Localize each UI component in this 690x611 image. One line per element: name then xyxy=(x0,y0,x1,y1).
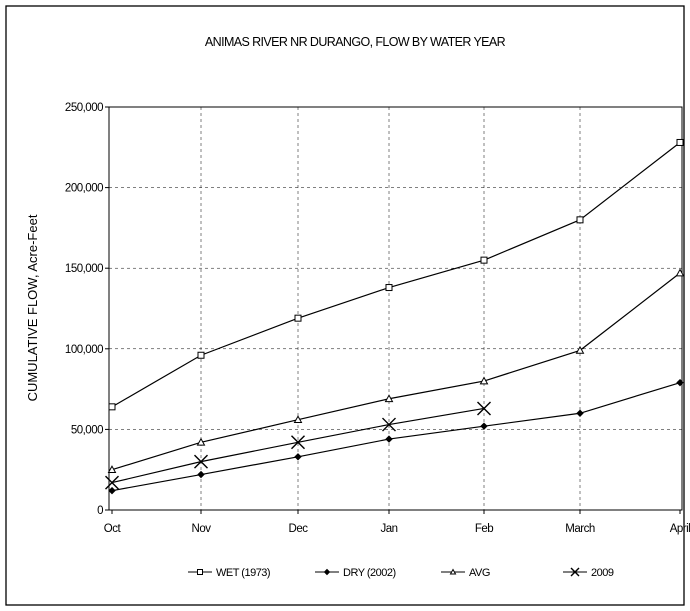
data-point xyxy=(105,475,119,490)
y-tick-label: 250,000 xyxy=(65,102,103,114)
data-point xyxy=(477,401,491,416)
data-point xyxy=(197,470,205,479)
data-point xyxy=(385,435,393,443)
data-point xyxy=(675,268,685,277)
series-line xyxy=(108,138,684,411)
data-point xyxy=(676,138,684,146)
x-tick-label: Oct xyxy=(104,523,122,535)
data-point xyxy=(197,569,203,575)
legend-label: WET (1973) xyxy=(216,567,270,579)
data-point xyxy=(291,435,305,450)
chart-title: ANIMAS RIVER NR DURANGO, FLOW BY WATER Y… xyxy=(205,35,506,49)
series-line xyxy=(107,268,685,473)
data-point xyxy=(294,453,302,461)
x-marker-stroke xyxy=(291,435,305,450)
data-point xyxy=(197,351,205,359)
data-point xyxy=(479,376,489,385)
data-point xyxy=(196,437,206,446)
legend-item: AVG xyxy=(441,567,490,579)
legend: WET (1973) DRY (2002) AVG 2009 xyxy=(188,567,614,579)
legend-label: AVG xyxy=(469,567,490,579)
x-marker-stroke xyxy=(570,567,580,577)
grid-lines xyxy=(109,107,682,510)
chart-border xyxy=(5,5,685,606)
data-point xyxy=(294,314,302,322)
x-tick-label: Jan xyxy=(380,523,397,535)
x-axis-ticks: Oct Nov Dec Jan Feb March April xyxy=(104,510,690,535)
x-marker-stroke xyxy=(105,475,119,490)
data-point xyxy=(107,465,117,473)
y-tick-label: 50,000 xyxy=(71,424,103,436)
data-point xyxy=(382,417,396,432)
x-tick-label: Nov xyxy=(192,523,212,535)
legend-label: DRY (2002) xyxy=(343,567,396,579)
data-point xyxy=(576,216,584,224)
legend-item: 2009 xyxy=(563,567,614,579)
y-axis-ticks: 0 50,000 100,000 150,000 200,000 250,000 xyxy=(65,102,109,517)
y-tick-label: 200,000 xyxy=(65,183,103,195)
x-marker-stroke xyxy=(477,401,491,416)
series-line xyxy=(105,401,491,490)
data-point xyxy=(676,378,684,387)
data-point xyxy=(108,486,116,495)
data-point xyxy=(385,284,393,292)
y-tick-label: 150,000 xyxy=(65,263,103,275)
data-point xyxy=(194,454,208,469)
data-point xyxy=(480,422,488,430)
legend-label: 2009 xyxy=(591,567,614,579)
data-point xyxy=(480,256,488,264)
y-axis-label: CUMULATIVE FLOW, Acre-Feet xyxy=(25,214,40,401)
x-tick-label: April xyxy=(670,523,690,535)
x-tick-label: March xyxy=(565,523,595,535)
x-marker-stroke xyxy=(382,417,396,432)
x-marker-stroke xyxy=(194,454,208,469)
data-point xyxy=(449,568,457,575)
y-tick-label: 100,000 xyxy=(65,344,103,356)
y-tick-label: 0 xyxy=(97,505,103,517)
x-tick-label: Feb xyxy=(475,523,493,535)
plot-area xyxy=(108,106,683,511)
data-point xyxy=(384,394,394,403)
data-point xyxy=(323,568,331,576)
series-lines xyxy=(105,138,685,495)
series-line xyxy=(108,378,684,495)
data-point xyxy=(575,345,585,354)
data-point xyxy=(576,409,584,417)
data-point xyxy=(108,403,116,411)
data-point xyxy=(570,567,580,577)
legend-item: DRY (2002) xyxy=(315,567,396,579)
legend-item: WET (1973) xyxy=(188,567,271,579)
x-tick-label: Dec xyxy=(289,523,309,535)
data-point xyxy=(293,415,303,424)
